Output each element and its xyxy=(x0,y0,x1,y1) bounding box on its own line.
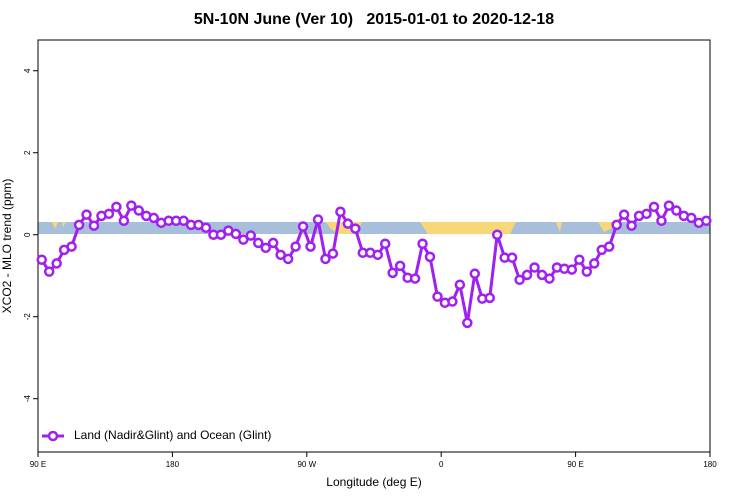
x-tick-label: 180 xyxy=(703,460,717,469)
data-point xyxy=(641,208,652,220)
data-point xyxy=(36,254,47,265)
data-point xyxy=(409,273,421,284)
y-tick-label: 2 xyxy=(23,150,32,155)
data-point xyxy=(626,220,637,231)
data-point xyxy=(118,215,130,227)
data-point xyxy=(290,241,301,252)
data-point xyxy=(66,241,77,252)
data-point xyxy=(424,251,436,263)
data-point xyxy=(178,215,189,227)
data-point xyxy=(663,200,675,211)
data-point xyxy=(648,201,660,213)
x-tick-label: 0 xyxy=(439,460,444,469)
y-tick-label: -4 xyxy=(23,395,32,403)
legend-marker xyxy=(47,430,59,442)
y-tick-label: -2 xyxy=(23,313,32,321)
data-point xyxy=(245,230,257,241)
data-point xyxy=(230,228,242,240)
data-point xyxy=(350,223,361,234)
data-point xyxy=(544,273,555,284)
data-point xyxy=(387,267,398,279)
data-point xyxy=(454,279,466,290)
data-point xyxy=(447,296,458,307)
data-point xyxy=(275,249,286,261)
data-point xyxy=(320,253,331,265)
data-point xyxy=(529,262,540,273)
data-point xyxy=(51,258,62,269)
y-tick-label: 0 xyxy=(23,232,32,237)
data-point xyxy=(305,241,316,252)
data-point xyxy=(126,200,137,211)
data-point xyxy=(133,205,145,216)
y-tick-label: 4 xyxy=(23,68,32,73)
data-point xyxy=(417,238,428,249)
data-point xyxy=(297,221,309,232)
chart-title: 5N-10N June (Ver 10) 2015-01-01 to 2020-… xyxy=(194,11,554,28)
x-tick-label: 180 xyxy=(166,460,180,469)
land-patch xyxy=(556,222,618,232)
x-tick-label: 90 E xyxy=(30,460,46,469)
x-tick-label: 90 E xyxy=(567,460,583,469)
data-point xyxy=(484,292,495,304)
data-point xyxy=(589,258,600,269)
data-point xyxy=(81,209,92,220)
data-point xyxy=(432,291,443,302)
data-point xyxy=(88,220,100,231)
data-point xyxy=(394,260,406,272)
data-point xyxy=(372,249,383,261)
data-point xyxy=(215,229,227,240)
data-point xyxy=(514,274,525,286)
data-point xyxy=(581,266,593,277)
data-point xyxy=(506,252,518,263)
data-point xyxy=(379,238,391,249)
data-point xyxy=(43,266,55,277)
data-point xyxy=(618,209,630,220)
land-patch xyxy=(52,222,66,229)
data-point xyxy=(462,317,473,329)
data-point xyxy=(103,208,115,220)
data-point xyxy=(148,212,159,224)
data-point xyxy=(656,215,667,227)
data-point xyxy=(611,219,622,231)
data-point xyxy=(327,248,339,259)
map-strip xyxy=(38,222,710,234)
data-point xyxy=(111,201,122,213)
land-patch xyxy=(420,222,516,234)
data-point xyxy=(73,219,85,231)
data-point xyxy=(603,241,615,252)
data-point xyxy=(686,212,697,224)
data-point xyxy=(238,234,249,245)
data-point xyxy=(469,268,481,279)
data-point xyxy=(342,218,354,229)
data-point xyxy=(491,229,503,240)
data-point xyxy=(335,206,346,218)
data-point xyxy=(260,242,271,254)
x-tick-label: 90 W xyxy=(297,460,316,469)
x-axis-label: Longitude (deg E) xyxy=(326,475,421,489)
data-point xyxy=(566,264,578,275)
plot-frame xyxy=(37,39,711,453)
data-point xyxy=(312,214,324,225)
data-point xyxy=(701,215,712,227)
data-point xyxy=(521,269,533,281)
data-point xyxy=(574,254,585,265)
data-point xyxy=(671,205,682,216)
data-point xyxy=(267,237,279,249)
data-point xyxy=(282,253,294,265)
y-axis-label: XCO2 - MLO trend (ppm) xyxy=(0,179,14,314)
data-point xyxy=(200,222,212,234)
legend-label: Land (Nadir&Glint) and Ocean (Glint) xyxy=(74,428,271,442)
data-point xyxy=(253,237,264,249)
